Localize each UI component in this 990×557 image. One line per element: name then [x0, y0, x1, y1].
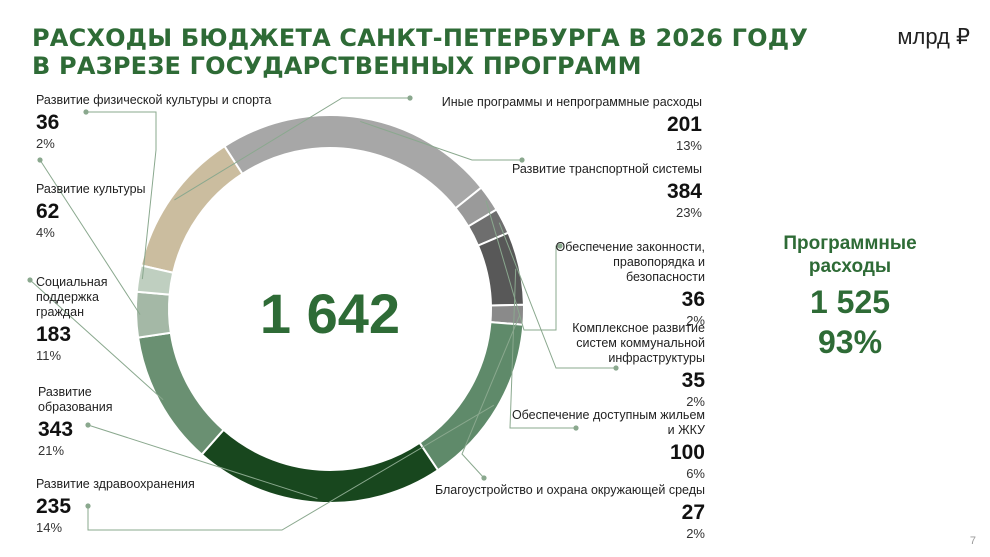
- summary-title-line-2: расходы: [808, 256, 892, 277]
- slice-percent: 11%: [36, 348, 62, 363]
- donut-slice: [135, 264, 175, 296]
- slice-label-security: Обеспечение законности, правопорядка и б…: [535, 240, 705, 328]
- slice-value: 201: [666, 113, 702, 136]
- slice-label-social: Социальная поддержка граждан 183 11%: [36, 275, 116, 363]
- slice-value: 62: [36, 200, 60, 223]
- title-line-1: РАСХОДЫ БЮДЖЕТА САНКТ-ПЕТЕРБУРГА В 2026 …: [32, 24, 809, 52]
- slice-value: 183: [36, 323, 72, 346]
- leader-dot: [83, 109, 89, 115]
- slice-label-health: Развитие здравоохранения 235 14%: [36, 477, 256, 535]
- slice-value: 235: [36, 495, 72, 518]
- leader-dot: [573, 425, 579, 431]
- slice-percent: 2%: [36, 136, 55, 151]
- leader-line: [498, 222, 616, 369]
- slice-value: 36: [681, 288, 705, 311]
- page-title: РАСХОДЫ БЮДЖЕТА САНКТ-ПЕТЕРБУРГА В 2026 …: [32, 24, 808, 80]
- summary-value: 1 525: [809, 284, 891, 320]
- slice-percent: 2%: [686, 394, 705, 409]
- slice-name: Обеспечение законности, правопорядка и б…: [555, 240, 705, 284]
- slice-label-culture: Развитие культуры 62 4%: [36, 182, 186, 240]
- slice-percent: 6%: [686, 466, 705, 481]
- page-number: 7: [969, 535, 976, 547]
- slice-value: 343: [38, 418, 74, 441]
- program-expenses-summary: Программные расходы 1 525 93%: [750, 232, 950, 362]
- chart-total: 1 642: [259, 282, 401, 345]
- slice-name: Развитие культуры: [36, 182, 146, 196]
- slice-value: 35: [681, 369, 705, 392]
- summary-percent: 93%: [817, 324, 883, 360]
- slice-label-other: Иные программы и непрограммные расходы 2…: [402, 95, 702, 153]
- leader-dot: [85, 503, 91, 509]
- leader-dot: [481, 475, 487, 481]
- slice-percent: 2%: [686, 526, 705, 541]
- slice-percent: 23%: [675, 205, 702, 220]
- summary-title-line-1: Программные: [783, 233, 917, 254]
- slice-value: 384: [666, 180, 702, 203]
- slice-value: 36: [36, 111, 60, 134]
- slice-name: Социальная поддержка граждан: [36, 275, 108, 319]
- title-line-2: В РАЗРЕЗЕ ГОСУДАРСТВЕННЫХ ПРОГРАММ: [32, 52, 642, 80]
- leader-dot: [37, 157, 43, 163]
- leader-line: [86, 111, 157, 280]
- slice-percent: 2%: [686, 313, 705, 328]
- leader-dot: [27, 277, 33, 283]
- leader-line: [174, 97, 410, 201]
- slice-value: 27: [681, 501, 705, 524]
- leader-dot: [407, 95, 413, 101]
- leader-dot: [557, 243, 563, 249]
- leader-line: [29, 279, 164, 401]
- leader-line: [39, 159, 141, 315]
- slice-name: Комплексное развитие систем коммунальной…: [572, 321, 705, 365]
- slice-percent: 21%: [38, 443, 65, 458]
- slice-name: Развитие здравоохранения: [36, 477, 195, 491]
- slice-label-transport: Развитие транспортной системы 384 23%: [442, 162, 702, 220]
- leader-line: [87, 404, 495, 531]
- leader-line: [461, 314, 521, 479]
- slice-label-education: Развитие образования 343 21%: [38, 385, 118, 458]
- slice-name: Иные программы и непрограммные расходы: [441, 95, 702, 109]
- leader-line: [509, 268, 576, 429]
- leader-line: [87, 424, 318, 500]
- leader-line: [360, 120, 522, 161]
- slice-value: 100: [669, 441, 705, 464]
- slice-label-environment: Благоустройство и охрана окружающей сред…: [415, 483, 705, 541]
- leader-dot: [613, 365, 619, 371]
- slice-name: Развитие транспортной системы: [511, 162, 702, 176]
- donut-slice: [136, 331, 225, 456]
- slice-name: Обеспечение доступным жильем и ЖКУ: [511, 408, 705, 437]
- leader-line: [485, 200, 560, 331]
- slice-percent: 14%: [36, 520, 63, 535]
- slice-label-housing: Обеспечение доступным жильем и ЖКУ 100 6…: [505, 408, 705, 481]
- unit-label: млрд ₽: [897, 24, 970, 49]
- slice-name: Развитие образования: [38, 385, 113, 414]
- slice-name: Благоустройство и охрана окружающей сред…: [434, 483, 705, 497]
- slice-percent: 4%: [36, 225, 55, 240]
- slice-percent: 13%: [675, 138, 702, 153]
- slice-label-sport: Развитие физической культуры и спорта 36…: [36, 93, 286, 151]
- leader-dot: [519, 157, 525, 163]
- slice-name: Развитие физической культуры и спорта: [36, 93, 272, 107]
- leader-dot: [85, 422, 91, 428]
- donut-slice: [135, 290, 172, 339]
- slice-label-utilities: Комплексное развитие систем коммунальной…: [555, 321, 705, 409]
